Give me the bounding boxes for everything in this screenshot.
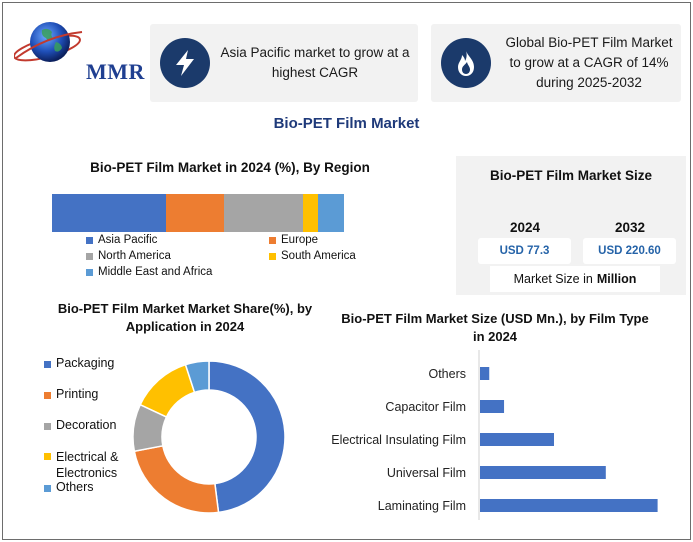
application-legend-label: Decoration [56,418,117,432]
value-2032: USD 220.60 [583,238,676,264]
info-box-cagr-global: Global Bio-PET Film Market to grow at a … [431,24,681,102]
application-legend-label: Printing [56,387,99,401]
info-box-cagr-region: Asia Pacific market to grow at a highest… [150,24,418,102]
film-type-bar-universal-film [480,466,606,479]
value-2024: USD 77.3 [478,238,571,264]
application-donut-chart [132,360,286,514]
region-legend-label: Asia Pacific [98,234,158,246]
page-title: Bio-PET Film Market [273,115,420,132]
application-legend-item-packaging: Packaging [44,356,114,370]
donut-slice-electrical-electronics [139,363,196,418]
year-2024-label: 2024 [509,220,541,235]
legend-swatch [44,423,51,430]
legend-swatch [44,361,51,368]
film-type-bar-chart: Others Capacitor Film Electrical Insulatin… [331,350,658,520]
market-size-note-unit: Million [596,272,637,286]
application-legend-item-others: Others [44,480,94,494]
film-type-bar-laminating-film [480,499,658,512]
region-legend-item-north-america: North America [86,250,171,262]
market-size-note: Market Size in Million [490,266,660,292]
application-chart-title: Bio-PET Film Market Market Share(%), by … [57,301,313,334]
legend-swatch [86,236,93,244]
film-type-bar-others [480,367,490,380]
legend-swatch [44,453,51,460]
market-size-note-prefix: Market Size in [513,272,593,286]
application-legend-item-decoration: Decoration [44,418,116,432]
legend-swatch [269,252,276,260]
region-segment-asia-pacific [52,194,166,232]
region-segment-south-america [303,194,318,232]
film-type-label-universal-film: Universal Film [387,466,466,480]
lightning-icon [160,38,210,88]
mmr-logo: MMR [13,18,144,84]
donut-slice-printing [133,444,220,514]
legend-swatch [86,268,93,276]
flame-icon [441,38,491,88]
application-legend-label: Electrical & Electronics [56,450,119,480]
region-chart-title: Bio-PET Film Market in 2024 (%), By Regi… [90,160,370,175]
market-size-panel: Bio-PET Film Market Size 2024 2032 USD 7… [456,156,686,295]
region-legend-item-south-america: South America [269,250,356,262]
globe-icon [13,22,83,62]
legend-swatch [269,236,276,244]
film-type-label-others: Others [428,367,466,381]
market-size-title: Bio-PET Film Market Size [489,168,653,183]
film-type-label-laminating-film: Laminating Film [378,499,466,513]
legend-swatch [44,485,51,492]
year-2032-label: 2032 [614,220,646,235]
region-legend-label: Europe [281,234,319,246]
application-legend-label: Others [56,480,94,494]
info-text-region: Asia Pacific market to grow at a highest… [220,45,410,80]
film-type-label-electrical-insulating-film: Electrical Insulating Film [331,433,466,447]
film-type-label-capacitor-film: Capacitor Film [385,400,466,414]
region-legend-item-middle-east-and-africa: Middle East and Africa [86,266,212,278]
region-legend-item-asia-pacific: Asia Pacific [86,234,157,246]
legend-swatch [44,392,51,399]
region-stacked-bar [52,194,344,232]
film-type-chart-title: Bio-PET Film Market Size (USD Mn.), by F… [341,311,649,344]
region-legend-label: North America [98,250,171,262]
info-text-global: Global Bio-PET Film Market to grow at a … [505,35,673,90]
region-segment-middle-east-and-africa [317,194,344,232]
region-legend-label: South America [281,250,356,262]
application-legend-label: Packaging [56,356,115,370]
film-type-bar-electrical-insulating-film [480,433,554,446]
region-legend-label: Middle East and Africa [98,266,213,278]
region-segment-europe [165,194,225,232]
film-type-bar-capacitor-film [480,400,505,413]
logo-text: MMR [86,59,145,84]
application-legend-item-electrical-electronics: Electrical & Electronics [44,449,119,481]
application-legend-item-printing: Printing [44,387,98,401]
donut-slice-packaging [208,360,286,514]
legend-swatch [86,252,93,260]
region-segment-north-america [224,194,304,232]
donut-slice-others [184,360,210,394]
region-legend-item-europe: Europe [269,234,318,246]
